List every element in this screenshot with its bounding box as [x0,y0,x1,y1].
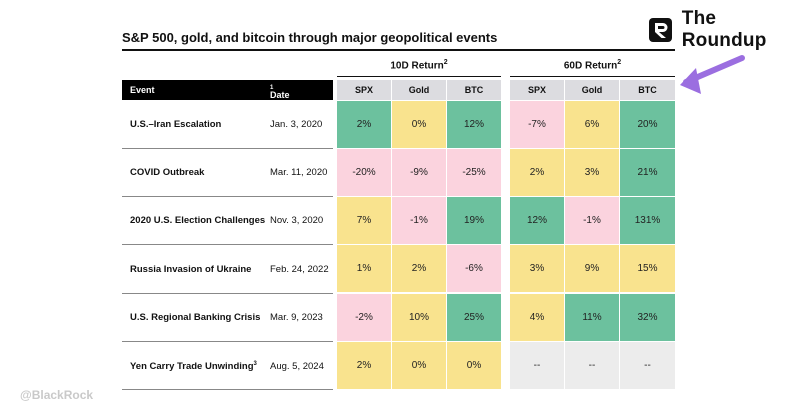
event-name: 2020 U.S. Election Challenges [130,215,266,226]
event-date-header: Event Date 1 [122,80,333,100]
chart-title: S&P 500, gold, and bitcoin through major… [122,30,498,45]
cell-10d-btc: -25% [447,149,501,196]
cell-60d-gold: 3% [565,149,619,196]
row-divider [122,341,333,342]
event-date: Aug. 5, 2024 [270,361,324,372]
col-header-10d-gold: Gold [392,80,446,100]
event-date: Feb. 24, 2022 [270,264,329,275]
event-name: U.S.–Iran Escalation [130,119,222,130]
date-header: Date 1 [270,85,290,100]
cell-10d-btc: 12% [447,101,501,148]
group-10d-rule [337,76,501,77]
event-date: Nov. 3, 2020 [270,215,324,226]
cell-60d-spx: 3% [510,245,564,292]
cell-10d-spx: -2% [337,294,391,341]
cell-60d-spx: 12% [510,197,564,244]
col-header-60d-btc: BTC [620,80,675,100]
row-divider [122,244,333,245]
cell-60d-btc: 131% [620,197,675,244]
cell-60d-spx: -7% [510,101,564,148]
row-divider [122,293,333,294]
cell-60d-gold: 9% [565,245,619,292]
cell-10d-gold: 0% [392,342,446,389]
event-header: Event [130,85,155,95]
source-credit: @BlackRock [20,388,94,402]
cell-60d-spx: 2% [510,149,564,196]
cell-60d-spx: -- [510,342,564,389]
col-header-60d-spx: SPX [510,80,564,100]
cell-60d-gold: 11% [565,294,619,341]
event-name: Russia Invasion of Ukraine [130,264,252,275]
cell-60d-spx: 4% [510,294,564,341]
cell-10d-gold: -1% [392,197,446,244]
cell-60d-btc: 32% [620,294,675,341]
cell-10d-spx: 1% [337,245,391,292]
event-date: Jan. 3, 2020 [270,119,323,130]
cell-10d-btc: 19% [447,197,501,244]
cell-10d-gold: 0% [392,101,446,148]
cell-10d-spx: 7% [337,197,391,244]
col-header-10d-btc: BTC [447,80,501,100]
col-header-60d-gold: Gold [565,80,619,100]
row-divider [122,148,333,149]
cell-60d-gold: -1% [565,197,619,244]
cell-10d-gold: 2% [392,245,446,292]
event-date: Mar. 11, 2020 [270,167,328,178]
roundup-r-logo-icon [649,18,672,42]
row-divider [122,196,333,197]
cell-60d-gold: 6% [565,101,619,148]
purple-arrow-icon [680,55,745,94]
group-10d-title: 10D Return2 [390,59,448,72]
cell-10d-gold: 10% [392,294,446,341]
cell-10d-spx: 2% [337,342,391,389]
event-name: U.S. Regional Banking Crisis [130,312,261,323]
cell-10d-btc: 0% [447,342,501,389]
event-name: COVID Outbreak [130,167,205,178]
cell-10d-btc: 25% [447,294,501,341]
title-divider [122,49,675,51]
group-60d-title: 60D Return2 [563,59,622,72]
event-name: Yen Carry Trade Unwinding3 [130,361,257,373]
cell-60d-btc: 20% [620,101,675,148]
col-header-10d-spx: SPX [337,80,391,100]
event-date: Mar. 9, 2023 [270,312,323,323]
row-divider [122,389,333,390]
cell-60d-btc: 15% [620,245,675,292]
brand-name: The Roundup [681,8,767,51]
cell-60d-gold: -- [565,342,619,389]
cell-60d-btc: 21% [620,149,675,196]
cell-10d-btc: -6% [447,245,501,292]
cell-60d-btc: -- [620,342,675,389]
cell-10d-spx: -20% [337,149,391,196]
brand: The Roundup [649,8,800,52]
cell-10d-spx: 2% [337,101,391,148]
cell-10d-gold: -9% [392,149,446,196]
group-60d-rule [510,76,675,77]
